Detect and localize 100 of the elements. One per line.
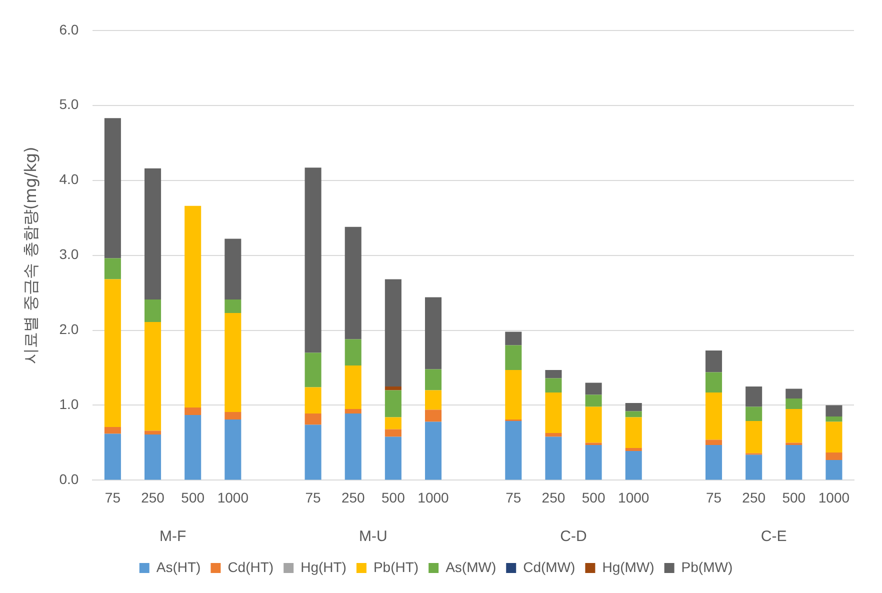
- bar: [384, 417, 402, 430]
- bar: [384, 429, 402, 437]
- bar: [746, 420, 762, 454]
- bar: [344, 408, 362, 414]
- x-tick-label: 1000: [418, 489, 450, 506]
- bar: [304, 168, 322, 353]
- bar: [104, 279, 121, 427]
- y-tick-label: 4.0: [59, 171, 79, 188]
- bar: [625, 417, 642, 448]
- bar: [545, 392, 562, 433]
- bar: [585, 406, 602, 443]
- x-tick-label: 500: [782, 489, 806, 506]
- bar: [144, 322, 162, 431]
- bar: [304, 387, 322, 414]
- bar: [545, 436, 562, 480]
- bar: [746, 454, 762, 480]
- bar: [304, 424, 322, 480]
- bar: [625, 411, 642, 418]
- bar: [625, 402, 642, 412]
- y-tick-label: 0.0: [59, 471, 79, 488]
- x-tick-label: 250: [742, 489, 766, 506]
- legend-label: Hg(MW): [602, 558, 654, 575]
- legend-label: Hg(HT): [300, 558, 346, 575]
- legend-label: As(HT): [156, 558, 201, 575]
- bar: [384, 390, 402, 418]
- bar: [826, 460, 842, 480]
- legend-label: Cd(MW): [523, 558, 576, 575]
- bar: [786, 444, 802, 480]
- bar: [144, 300, 162, 322]
- bar: [184, 414, 202, 480]
- bar: [786, 398, 802, 409]
- x-tick-label: 1000: [618, 489, 650, 506]
- x-tick-label: 1000: [818, 489, 850, 506]
- bar: [104, 426, 121, 434]
- bar: [786, 408, 802, 443]
- bar: [746, 406, 762, 421]
- bar: [705, 444, 722, 480]
- bar: [545, 432, 562, 437]
- bar: [344, 226, 362, 340]
- bar: [505, 332, 522, 346]
- text: M-F: [159, 528, 186, 546]
- y-tick-label: 3.0: [59, 246, 79, 262]
- y-tick-label: 2.0: [59, 321, 79, 338]
- bar: [424, 297, 442, 370]
- x-tick-label: 250: [141, 489, 165, 506]
- legend-label: Cd(HT): [228, 558, 274, 575]
- bar: [705, 372, 722, 392]
- bar: [424, 390, 442, 410]
- bar: [224, 300, 242, 314]
- bar: [826, 416, 842, 422]
- bar: [826, 452, 842, 460]
- x-tick-label: 500: [181, 489, 205, 506]
- bar: [505, 420, 522, 480]
- legend-label: As(MW): [446, 558, 496, 575]
- x-tick-label: 250: [542, 489, 566, 506]
- bar: [344, 339, 362, 366]
- bar: [585, 444, 602, 480]
- y-axis-title: 시료별 중금속 총함량(mg/kg): [20, 146, 40, 364]
- bar: [384, 436, 402, 480]
- bar: [705, 392, 722, 440]
- x-tick-label: 1000: [217, 489, 249, 506]
- bar: [144, 168, 162, 300]
- bar: [625, 448, 642, 451]
- bar: [424, 369, 442, 390]
- bar: [224, 313, 242, 412]
- bar: [184, 206, 202, 408]
- bar: [104, 434, 121, 480]
- bar: [786, 388, 802, 398]
- x-tick-label: 500: [582, 489, 606, 506]
- text: C-D: [560, 528, 587, 546]
- bar: [826, 405, 842, 416]
- text: M-U: [358, 528, 388, 546]
- bar: [304, 352, 322, 388]
- bar: [505, 345, 522, 370]
- bar: [344, 413, 362, 480]
- bar: [505, 370, 522, 420]
- bar: [705, 440, 722, 445]
- y-tick-label: 5.0: [59, 96, 79, 112]
- bar: [224, 412, 242, 420]
- legend-label: Pb(HT): [373, 558, 419, 575]
- legend-label: Pb(MW): [681, 558, 733, 575]
- x-tick-label: 75: [506, 489, 522, 506]
- bar: [224, 419, 242, 480]
- x-tick-label: 75: [305, 489, 322, 506]
- x-tick-label: 75: [706, 489, 722, 506]
- bar: [746, 386, 762, 407]
- bar: [304, 413, 322, 425]
- bar: [585, 382, 602, 395]
- bar: [104, 258, 121, 280]
- bar: [705, 350, 722, 372]
- text: C-E: [760, 528, 787, 546]
- bar: [344, 366, 362, 409]
- y-tick-label: 1.0: [59, 396, 79, 412]
- bar: [144, 434, 162, 480]
- bar: [625, 450, 642, 480]
- y-tick-label: 6.0: [59, 21, 79, 38]
- bar: [585, 394, 602, 407]
- bar: [424, 410, 442, 422]
- bar: [545, 378, 562, 392]
- bar: [224, 238, 242, 300]
